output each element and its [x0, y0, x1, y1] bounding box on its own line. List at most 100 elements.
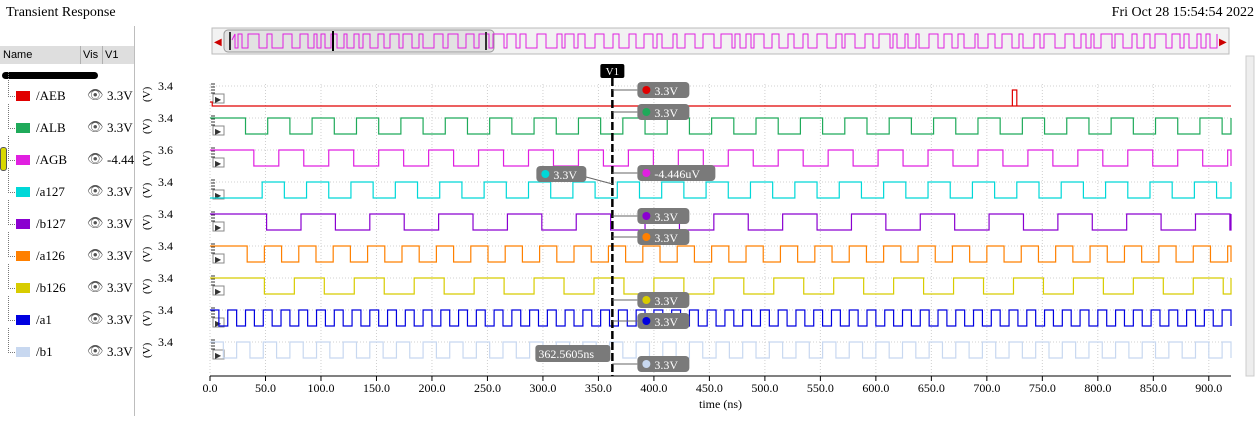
signal-row[interactable]: /AEB 👁 3.3V: [0, 72, 134, 106]
value-flag-dot: [642, 169, 651, 177]
signal-list-panel: Name Vis V1 /AEB 👁 3.3V/ALB 👁 3.3V/AGB 👁 -4.44…: [0, 26, 135, 416]
y-tick-label: 3.4: [158, 111, 173, 125]
eye-icon[interactable]: 👁: [87, 119, 104, 134]
y-tick-label: 3.4: [158, 271, 173, 285]
tree-line: [8, 200, 17, 225]
y-tick-label: 3.4: [158, 79, 173, 93]
x-tick-label: 0.0: [203, 381, 218, 395]
value-flag: 3.3V: [654, 84, 678, 98]
cursor-label: V1: [606, 66, 619, 78]
signal-row[interactable]: /a1 👁 3.3V: [0, 296, 134, 330]
value-flag-dot: [642, 233, 651, 241]
signal-row[interactable]: /a126 👁 3.3V: [0, 232, 134, 266]
expand-icon[interactable]: [212, 125, 225, 136]
tree-line: [8, 168, 17, 193]
value-flag-box: [637, 208, 690, 224]
x-tick-label: 450.0: [696, 381, 723, 395]
expand-icon[interactable]: [212, 253, 225, 264]
expand-icon[interactable]: [212, 189, 225, 200]
value-flag: 3.3V: [553, 168, 577, 182]
cursor-time: 362.5605ns: [538, 347, 594, 361]
expand-icon[interactable]: [212, 285, 225, 296]
scroll-left-icon[interactable]: ◀: [214, 37, 222, 48]
x-tick-label: 800.0: [1084, 381, 1111, 395]
signal-value: 3.3V: [107, 280, 133, 295]
expand-arrow-icon: ▶: [215, 223, 222, 232]
eye-icon[interactable]: 👁: [87, 311, 104, 326]
y-unit-label: (V): [141, 310, 153, 326]
y-tick-label: 3.4: [158, 207, 173, 221]
signal-name: /b126: [36, 280, 66, 295]
y-tick-label: 3.4: [158, 303, 173, 317]
value-flag: 3.3V: [654, 210, 678, 224]
selection-handle[interactable]: [0, 147, 7, 171]
eye-icon[interactable]: 👁: [87, 87, 104, 102]
x-tick-label: 650.0: [918, 381, 945, 395]
tree-line: [8, 328, 17, 353]
tree-line: [8, 296, 17, 321]
expand-icon[interactable]: [212, 349, 225, 360]
signal-name: /b127: [36, 216, 66, 231]
signal-row[interactable]: /b126 👁 3.3V: [0, 264, 134, 298]
value-flag-dot: [541, 170, 550, 178]
y-unit-label: (V): [141, 278, 153, 294]
y-tick-label: 3.6: [158, 143, 173, 157]
vertical-scrollbar[interactable]: [1245, 55, 1255, 377]
color-swatch: [16, 219, 30, 229]
value-flag-box: [536, 166, 587, 182]
x-tick-label: 250.0: [474, 381, 501, 395]
x-tick-label: 500.0: [751, 381, 778, 395]
signal-row[interactable]: /b1 👁 3.3V: [0, 328, 134, 362]
signal-waveform: [210, 181, 1232, 199]
signal-waveform: [210, 89, 1231, 107]
group-selector-bar[interactable]: [2, 72, 98, 79]
expand-icon[interactable]: [212, 157, 225, 168]
eye-icon[interactable]: 👁: [87, 279, 104, 294]
y-unit-label: (V): [141, 214, 153, 230]
signal-value: 3.3V: [107, 120, 133, 135]
signal-name: /AEB: [36, 88, 66, 103]
signal-row[interactable]: /a127 👁 3.3V: [0, 168, 134, 202]
y-tick-label: 3.4: [158, 175, 173, 189]
eye-icon[interactable]: 👁: [87, 151, 104, 166]
value-flag-box: [637, 82, 690, 98]
tree-line: [8, 72, 17, 97]
expand-arrow-icon: ▶: [215, 351, 222, 360]
x-tick-label: 700.0: [973, 381, 1000, 395]
cursor-label-box[interactable]: [600, 64, 625, 78]
signal-row[interactable]: /AGB 👁 -4.44: [0, 136, 135, 170]
signal-row[interactable]: /b127 👁 3.3V: [0, 200, 134, 234]
expand-arrow-icon: ▶: [215, 255, 222, 264]
y-unit-label: (V): [141, 342, 153, 358]
waveform-area[interactable]: ◀ ▶ (V) (V) (V) (V) (V) (V) (V) (V) (V) 3.4 ▶ 3.4 ▶ 3.6…: [136, 26, 1260, 416]
eye-icon[interactable]: 👁: [87, 247, 104, 262]
value-flag-box: [637, 229, 690, 245]
signal-value: -4.44: [107, 152, 135, 167]
value-flag-dot: [642, 108, 651, 116]
color-swatch: [16, 91, 30, 101]
column-v1[interactable]: V1: [105, 49, 119, 61]
expand-icon[interactable]: [212, 93, 225, 104]
column-vis[interactable]: Vis: [83, 49, 99, 61]
value-flag-box: [637, 165, 716, 181]
signal-value: 3.3V: [107, 184, 133, 199]
y-unit-label: (V): [141, 118, 153, 134]
column-name[interactable]: Name: [3, 49, 33, 61]
signal-row[interactable]: /ALB 👁 3.3V: [0, 104, 134, 138]
signal-waveform: [210, 213, 1232, 231]
x-axis-label: time (ns): [699, 397, 742, 411]
eye-icon[interactable]: 👁: [87, 183, 104, 198]
expand-icon[interactable]: [212, 221, 225, 232]
color-swatch: [16, 251, 30, 261]
x-tick-label: 100.0: [307, 381, 334, 395]
eye-icon[interactable]: 👁: [87, 215, 104, 230]
x-tick-label: 50.0: [255, 381, 276, 395]
color-swatch: [16, 347, 30, 357]
eye-icon[interactable]: 👁: [87, 343, 104, 358]
scroll-right-icon[interactable]: ▶: [1219, 37, 1227, 48]
expand-arrow-icon: ▶: [215, 287, 222, 296]
x-tick-label: 150.0: [363, 381, 390, 395]
value-flag-dot: [642, 317, 651, 325]
signal-value: 3.3V: [107, 312, 133, 327]
color-swatch: [16, 315, 30, 325]
